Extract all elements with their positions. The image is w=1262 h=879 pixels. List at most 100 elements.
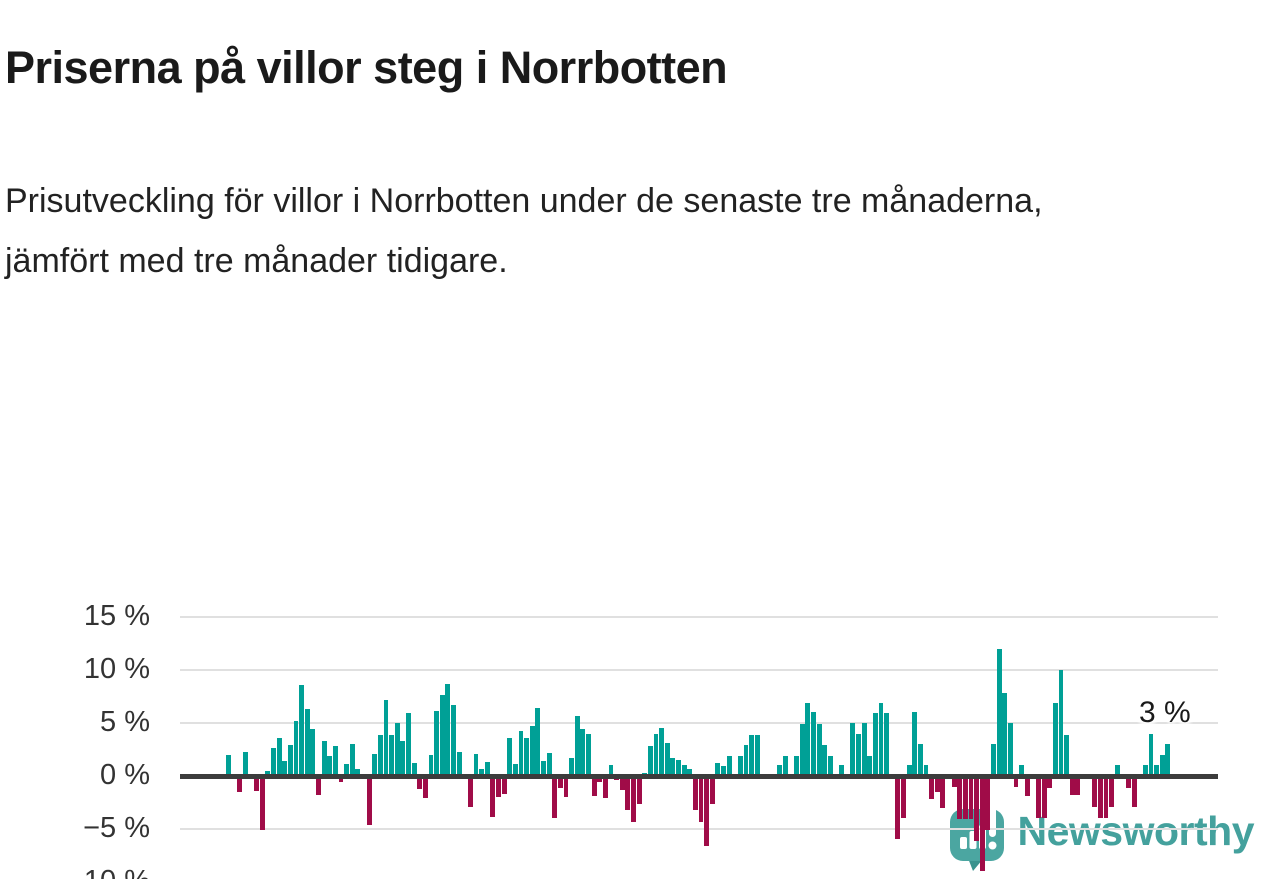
bar <box>923 765 929 776</box>
bar <box>344 764 350 776</box>
bar <box>912 712 918 776</box>
bar <box>1142 765 1148 776</box>
bar <box>372 753 378 776</box>
bar <box>743 745 749 776</box>
bar <box>524 737 530 776</box>
bar <box>1092 776 1098 807</box>
bar <box>625 776 631 810</box>
bar <box>687 768 693 776</box>
bar <box>490 776 496 818</box>
bar <box>631 776 636 822</box>
bar <box>389 734 395 776</box>
plot-area: 3 % <box>180 616 1218 879</box>
bar <box>259 776 265 831</box>
bar <box>293 720 299 776</box>
bar <box>321 741 327 776</box>
bar <box>602 776 608 799</box>
bar <box>934 776 940 792</box>
bar <box>816 724 822 776</box>
y-axis-tick-label: −5 % <box>83 812 150 844</box>
bar <box>1126 776 1131 788</box>
bar <box>597 776 603 783</box>
bar <box>563 776 569 798</box>
bar <box>636 776 642 804</box>
bar <box>974 776 980 841</box>
bar <box>749 734 755 776</box>
bar <box>827 755 833 776</box>
y-axis-tick-label: 10 % <box>83 653 150 685</box>
bar <box>726 755 732 776</box>
bar <box>698 776 704 822</box>
bar <box>951 776 957 787</box>
bar <box>434 711 440 776</box>
bar <box>422 776 428 799</box>
bar <box>996 648 1002 776</box>
bar <box>1013 776 1019 787</box>
bar <box>1058 670 1064 776</box>
bar <box>1131 776 1137 807</box>
bar-chart: 15 %10 %5 %0 %−5 %−10 %−15 % 3 % 2012201… <box>0 300 1262 879</box>
bar <box>271 748 276 776</box>
y-axis-tick-label: −10 % <box>0 865 150 879</box>
bar <box>1019 765 1025 776</box>
bar <box>1109 776 1115 807</box>
bar <box>501 776 507 795</box>
bar <box>512 764 518 776</box>
y-axis-tick-label: 15 % <box>83 600 150 632</box>
bar <box>299 684 305 776</box>
bar <box>940 776 946 808</box>
bar <box>901 776 906 819</box>
bar <box>985 776 991 831</box>
bar <box>569 757 575 776</box>
bar <box>473 753 479 776</box>
bar <box>383 699 389 776</box>
bar <box>557 776 563 788</box>
bar <box>861 723 867 776</box>
bar <box>1007 723 1013 776</box>
bar <box>327 755 333 776</box>
bar <box>867 755 873 776</box>
bar <box>1024 776 1030 797</box>
bar <box>552 776 558 819</box>
y-axis-tick-label: 0 % <box>100 759 150 791</box>
bar <box>1069 776 1075 796</box>
bar <box>282 761 288 776</box>
page-title: Priserna på villor steg i Norrbotten <box>5 42 728 94</box>
bar <box>929 776 935 800</box>
bar <box>1114 765 1120 776</box>
bar <box>917 744 923 776</box>
bar <box>586 733 591 776</box>
bar <box>659 728 665 776</box>
bar <box>805 702 811 776</box>
bar <box>406 713 411 776</box>
bar <box>467 776 473 807</box>
bar <box>709 776 715 804</box>
bar <box>411 763 417 776</box>
latest-value-label: 3 % <box>1139 696 1191 730</box>
bar <box>1064 734 1070 776</box>
bar <box>754 734 760 776</box>
bar <box>608 765 614 776</box>
bar <box>1075 776 1081 796</box>
bar <box>737 755 743 776</box>
zero-axis-line <box>180 774 1218 779</box>
bar <box>884 713 890 776</box>
bar <box>265 770 271 776</box>
bar <box>1002 693 1008 776</box>
gridline <box>180 616 1218 618</box>
bar <box>647 746 653 776</box>
bar <box>518 731 524 776</box>
bar <box>451 704 456 776</box>
bar <box>456 751 462 776</box>
bar <box>653 733 659 776</box>
bar <box>878 702 884 776</box>
bar <box>991 744 996 776</box>
bar <box>979 776 985 872</box>
bar <box>484 762 490 776</box>
bar <box>704 776 710 846</box>
bar <box>794 755 800 776</box>
brand-name: Newsworthy <box>1017 807 1255 854</box>
bar <box>541 761 546 776</box>
bar <box>355 768 361 776</box>
